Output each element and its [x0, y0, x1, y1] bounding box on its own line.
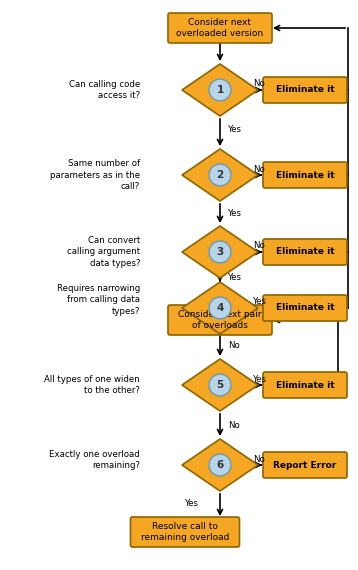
Text: No: No [228, 421, 240, 430]
Text: Yes: Yes [228, 274, 242, 283]
Text: Yes: Yes [253, 374, 267, 384]
FancyBboxPatch shape [263, 77, 347, 103]
Text: Same number of
parameters as in the
call?: Same number of parameters as in the call… [50, 160, 140, 190]
Circle shape [209, 454, 231, 476]
Circle shape [209, 297, 231, 319]
Circle shape [209, 79, 231, 101]
FancyBboxPatch shape [263, 452, 347, 478]
Text: Can convert
calling argument
data types?: Can convert calling argument data types? [67, 237, 140, 267]
Text: No: No [253, 454, 265, 463]
Circle shape [209, 241, 231, 263]
Text: 3: 3 [216, 247, 224, 257]
Text: 1: 1 [216, 85, 224, 95]
Text: All types of one widen
to the other?: All types of one widen to the other? [44, 375, 140, 395]
Circle shape [209, 164, 231, 186]
Polygon shape [182, 149, 258, 201]
Text: Consider next pair
of overloads: Consider next pair of overloads [178, 310, 262, 330]
Text: Exactly one overload
remaining?: Exactly one overload remaining? [49, 450, 140, 470]
FancyBboxPatch shape [263, 162, 347, 188]
FancyBboxPatch shape [168, 13, 272, 43]
Text: 4: 4 [216, 303, 224, 313]
Text: 2: 2 [216, 170, 224, 180]
Text: No: No [253, 165, 265, 173]
FancyBboxPatch shape [263, 295, 347, 321]
Polygon shape [182, 64, 258, 116]
Polygon shape [182, 439, 258, 491]
Text: Eliminate it: Eliminate it [276, 381, 334, 389]
Text: Report Error: Report Error [274, 461, 337, 470]
Text: Yes: Yes [253, 298, 267, 307]
Text: Eliminate it: Eliminate it [276, 86, 334, 95]
Text: Consider next
overloaded version: Consider next overloaded version [176, 18, 263, 38]
Text: Eliminate it: Eliminate it [276, 170, 334, 180]
Text: No: No [253, 79, 265, 88]
Text: No: No [253, 242, 265, 250]
FancyBboxPatch shape [263, 239, 347, 265]
Text: Requires narrowing
from calling data
types?: Requires narrowing from calling data typ… [57, 284, 140, 316]
Text: Eliminate it: Eliminate it [276, 247, 334, 256]
Polygon shape [182, 359, 258, 411]
Text: Yes: Yes [185, 499, 199, 507]
FancyBboxPatch shape [263, 372, 347, 398]
Text: Eliminate it: Eliminate it [276, 303, 334, 312]
Text: Yes: Yes [228, 209, 242, 218]
Text: 5: 5 [216, 380, 224, 390]
Text: 6: 6 [216, 460, 224, 470]
Polygon shape [182, 282, 258, 334]
Circle shape [209, 374, 231, 396]
Text: Yes: Yes [228, 125, 242, 135]
FancyBboxPatch shape [131, 517, 240, 547]
Text: No: No [228, 340, 240, 349]
Polygon shape [182, 226, 258, 278]
Text: Can calling code
access it?: Can calling code access it? [69, 80, 140, 100]
FancyBboxPatch shape [168, 305, 272, 335]
Text: Resolve call to
remaining overload: Resolve call to remaining overload [141, 522, 229, 542]
